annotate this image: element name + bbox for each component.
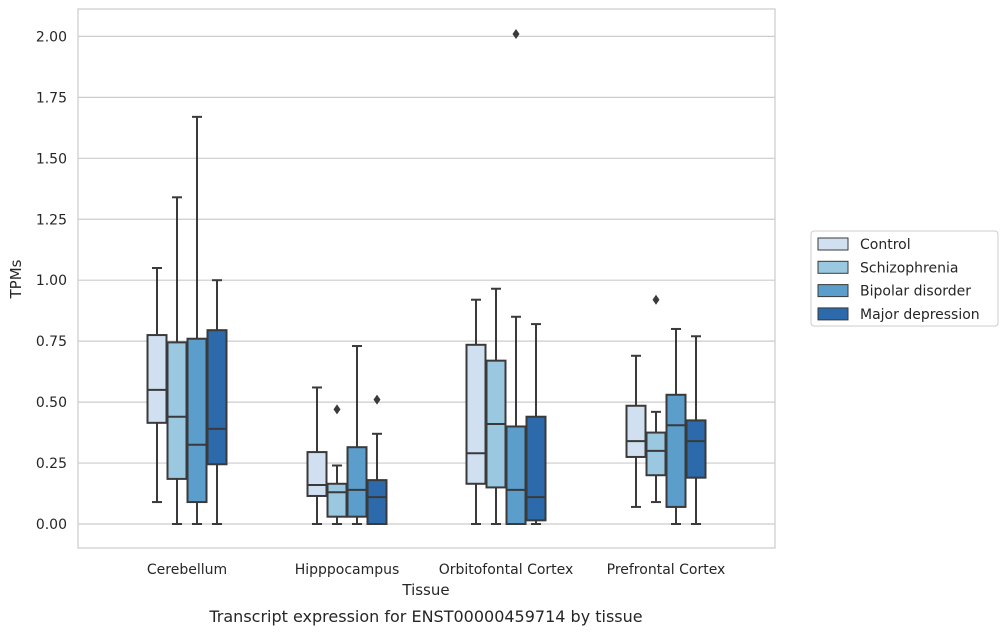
box-3-3: [685, 335, 707, 525]
figure-caption: Transcript expression for ENST0000045971…: [208, 607, 642, 626]
x-tick-label: Hipppocampus: [295, 562, 400, 578]
box-iqr: [166, 341, 188, 480]
box-3-2: [665, 327, 687, 525]
box-2-1: [485, 287, 507, 525]
box-0-0: [146, 267, 168, 504]
y-tick-label: 1.00: [36, 273, 67, 289]
box-iqr: [465, 343, 487, 485]
legend-swatch: [817, 284, 849, 298]
legend-label: Control: [860, 237, 911, 253]
box-iqr: [206, 329, 228, 466]
legend-swatch: [817, 307, 849, 321]
y-tick-label: 1.25: [36, 212, 67, 228]
outlier-marker: [512, 28, 520, 39]
box-iqr: [366, 479, 388, 525]
x-axis: Cerebellum Hipppocampus Orbitofontal Corte…: [147, 562, 725, 578]
box-3-0: [625, 354, 647, 508]
y-axis-title: TPMs: [7, 259, 25, 299]
box-iqr: [645, 431, 667, 477]
outlier-marker: [373, 394, 381, 405]
box-1-1: [326, 404, 348, 525]
box-iqr: [665, 393, 687, 508]
y-tick-label: 1.50: [36, 151, 67, 167]
box-iqr: [186, 337, 208, 504]
x-tick-label: Cerebellum: [147, 562, 227, 578]
box-series: [146, 28, 707, 526]
box-0-1: [166, 196, 188, 525]
box-iqr: [346, 446, 368, 518]
legend: Control Schizophrenia Bipolar disorder Majo…: [810, 230, 999, 327]
y-tick-label: 0.00: [36, 517, 67, 533]
x-tick-label: Orbitofontal Cortex: [439, 562, 574, 578]
x-tick-label: Prefrontal Cortex: [607, 562, 726, 578]
legend-frame: [810, 230, 999, 327]
box-iqr: [146, 334, 168, 424]
legend-swatch: [817, 237, 849, 251]
box-iqr: [625, 404, 647, 458]
y-axis: 0.00 0.25 0.50 0.75 1.00 1.25 1.50 1.75 2.00: [36, 29, 67, 533]
box-1-2: [346, 345, 368, 525]
box-iqr: [505, 425, 527, 526]
box-iqr: [525, 415, 547, 522]
y-tick-label: 0.75: [36, 334, 67, 350]
box-1-0: [306, 386, 328, 525]
box-3-1: [645, 294, 667, 504]
outlier-marker: [333, 404, 341, 415]
box-0-3: [206, 279, 228, 525]
box-2-0: [465, 298, 487, 525]
box-iqr: [306, 451, 328, 497]
box-iqr: [685, 419, 707, 479]
legend-label: Bipolar disorder: [860, 284, 971, 300]
box-2-3: [525, 323, 547, 525]
y-tick-label: 0.25: [36, 456, 67, 472]
x-axis-title: Tissue: [401, 581, 449, 599]
box-iqr: [326, 482, 348, 518]
box-0-2: [186, 115, 208, 525]
outlier-marker: [652, 294, 660, 305]
legend-swatch: [817, 260, 849, 274]
box-1-3: [366, 394, 388, 525]
y-tick-label: 2.00: [36, 29, 67, 45]
box-2-2: [505, 28, 527, 526]
legend-label: Schizophrenia: [860, 260, 958, 276]
y-tick-label: 1.75: [36, 90, 67, 106]
legend-label: Major depression: [860, 307, 980, 323]
plot-area-frame: [77, 8, 776, 549]
y-tick-label: 0.50: [36, 395, 67, 411]
